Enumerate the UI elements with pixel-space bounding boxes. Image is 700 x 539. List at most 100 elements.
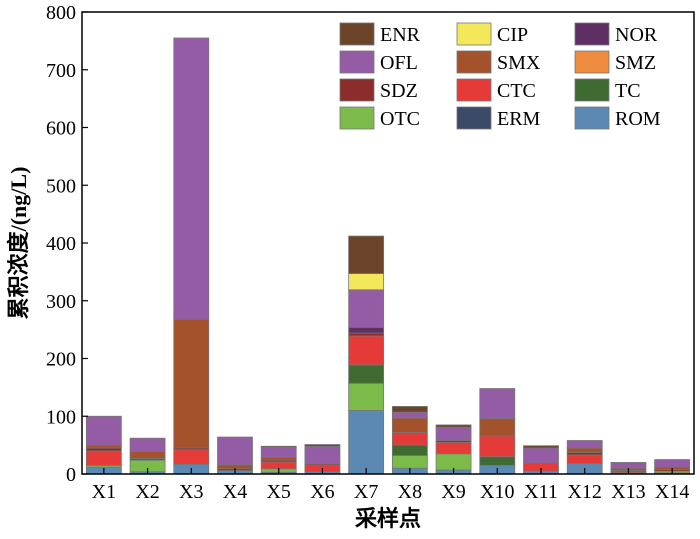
bar-segment-X5-ENR <box>260 445 297 448</box>
legend-swatch-OFL <box>339 50 375 74</box>
bar-segment-X8-ENR <box>391 406 428 413</box>
bar-segment-X9-ENR <box>435 424 472 428</box>
x-tick-label: X6 <box>310 481 334 503</box>
legend-label-SDZ: SDZ <box>380 80 418 102</box>
legend-label-SMX: SMX <box>497 52 541 74</box>
bar-segment-X10-TC <box>479 456 516 466</box>
y-tick-label: 300 <box>46 291 76 313</box>
bar-segment-X6-ENR <box>304 444 341 447</box>
x-tick-label: X7 <box>354 481 378 503</box>
bar-segment-X6-OFL <box>304 445 341 465</box>
x-tick-label: X1 <box>92 481 116 503</box>
bar-segment-X10-CTC <box>479 435 516 458</box>
legend-swatch-OTC <box>339 106 375 130</box>
bar-segment-X7-OTC <box>348 382 385 411</box>
x-tick-label: X9 <box>441 481 465 503</box>
bar-segment-X1-SMX <box>85 444 122 449</box>
x-tick-label: X11 <box>524 481 558 503</box>
bar-segment-X8-CTC <box>391 432 428 446</box>
bar-segment-X10-OFL <box>479 388 516 419</box>
bar-segment-X7-ENR <box>348 235 385 275</box>
legend-swatch-CTC <box>456 78 492 102</box>
bar-segment-X4-OFL <box>217 436 253 466</box>
bar-segment-X2-SMX <box>129 451 166 459</box>
y-tick-label: 700 <box>46 60 76 82</box>
bar-segment-X5-OFL <box>260 447 297 458</box>
y-tick-label: 100 <box>46 406 76 428</box>
x-axis-title: 采样点 <box>355 506 421 531</box>
legend-swatch-CIP <box>456 22 492 46</box>
legend-label-ROM: ROM <box>615 108 661 130</box>
legend-swatch-ROM <box>574 106 610 130</box>
y-axis-title: 累积浓度/(ng/L) <box>6 167 31 320</box>
legend-swatch-SMX <box>456 50 492 74</box>
bar-segment-X5-SMX <box>260 456 297 461</box>
legend-swatch-ERM <box>456 106 492 130</box>
bar-segment-X1-CTC <box>85 450 122 466</box>
x-tick-label: X3 <box>179 481 203 503</box>
y-tick-label: 200 <box>46 349 76 371</box>
x-tick-label: X8 <box>398 481 422 503</box>
bars-layer <box>85 37 691 475</box>
legend-swatch-SDZ <box>339 78 375 102</box>
bar-segment-X7-SDZ <box>348 332 385 337</box>
legend-label-OTC: OTC <box>380 108 420 130</box>
x-tick-label: X10 <box>480 481 514 503</box>
bar-segment-X7-TC <box>348 364 385 384</box>
x-tick-label: X5 <box>266 481 290 503</box>
bar-segment-X1-OFL <box>85 415 122 446</box>
bar-segment-X12-CTC <box>566 454 603 465</box>
bar-segment-X7-OFL <box>348 289 385 328</box>
x-tick-label: X4 <box>223 481 247 503</box>
x-tick-label: X14 <box>655 481 689 503</box>
bar-segment-X2-OFL <box>129 437 166 452</box>
legend-label-TC: TC <box>615 80 641 102</box>
y-tick-label: 400 <box>46 233 76 255</box>
bar-segment-X8-OTC <box>391 455 428 469</box>
legend-label-ERM: ERM <box>497 108 541 130</box>
bar-segment-X7-NOR <box>348 326 385 334</box>
bar-segment-X8-TC <box>391 444 428 456</box>
bar-segment-X9-OFL <box>435 426 472 441</box>
bar-segment-X10-SMX <box>479 418 516 437</box>
bar-segment-X12-SMX <box>566 447 603 454</box>
y-tick-label: 800 <box>46 2 76 24</box>
y-axis: 0 100 200 300 400 500 600 700 800 <box>46 2 88 486</box>
bar-segment-X5-CTC <box>260 461 297 470</box>
bar-segment-X14-OFL <box>654 459 691 468</box>
legend: ENR CIP NOR OFL SMX SMZ SDZ CTC TC OTC ERM ROM <box>339 22 661 130</box>
legend-swatch-TC <box>574 78 610 102</box>
bar-segment-X3-OFL <box>173 37 210 320</box>
bar-segment-X11-ENR <box>523 445 559 449</box>
x-tick-label: X13 <box>611 481 645 503</box>
legend-swatch-ENR <box>339 22 375 46</box>
y-tick-label: 600 <box>46 118 76 140</box>
bar-segment-X7-ROM <box>348 410 385 475</box>
legend-swatch-NOR <box>574 22 610 46</box>
x-axis: X1 X2 X3 X4 X5 X6 X7 X8 X9 X10 X11 X12 X13 X14 <box>92 468 689 503</box>
bar-segment-X3-CTC <box>173 449 210 465</box>
bar-segment-X3-SMX <box>173 318 210 449</box>
x-tick-label: X2 <box>135 481 159 503</box>
bar-segment-X13-OFL <box>610 462 647 469</box>
legend-label-NOR: NOR <box>615 24 658 46</box>
y-tick-label: 0 <box>66 464 76 486</box>
legend-label-CTC: CTC <box>497 80 536 102</box>
legend-label-SMZ: SMZ <box>615 52 656 74</box>
legend-label-OFL: OFL <box>380 52 418 74</box>
legend-label-ENR: ENR <box>380 24 421 46</box>
bar-segment-X7-CIP <box>348 273 385 291</box>
bar-segment-X1-SDZ <box>85 447 122 452</box>
bar-segment-X9-CTC <box>435 441 472 455</box>
bar-segment-X11-OFL <box>523 447 559 464</box>
x-tick-label: X12 <box>567 481 601 503</box>
bar-segment-X8-OFL <box>391 411 428 419</box>
bar-segment-X12-OFL <box>566 440 603 449</box>
legend-swatch-SMZ <box>574 50 610 74</box>
bar-segment-X9-OTC <box>435 453 472 471</box>
legend-label-CIP: CIP <box>497 24 528 46</box>
bar-segment-X7-CTC <box>348 335 385 366</box>
bar-segment-X8-SMX <box>391 417 428 433</box>
